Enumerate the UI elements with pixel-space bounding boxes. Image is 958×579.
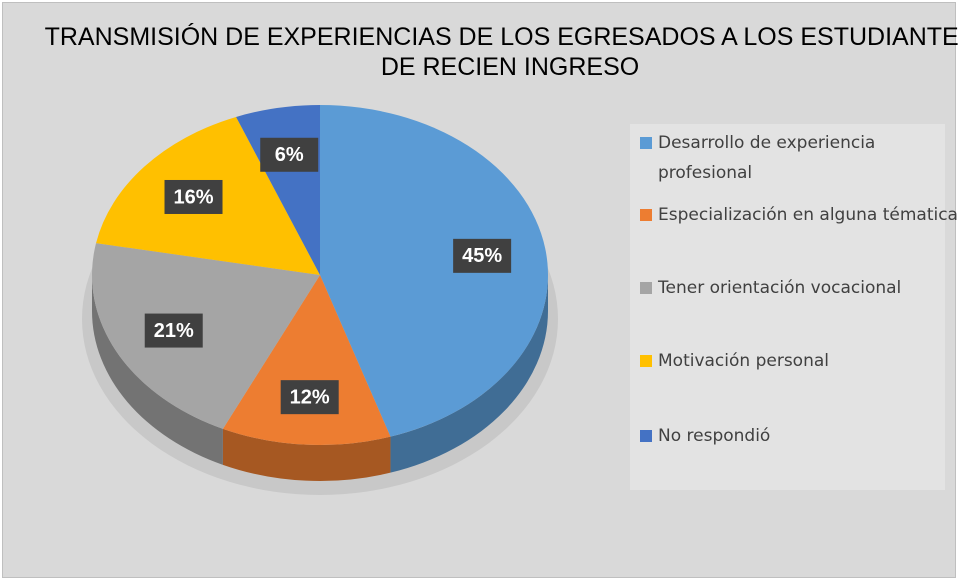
legend-label: No respondió — [658, 426, 771, 446]
legend-swatch — [640, 137, 652, 149]
slice — [222, 275, 391, 446]
data-label: 6% — [275, 144, 304, 166]
legend-swatch — [640, 282, 652, 294]
data-label-box — [453, 238, 512, 273]
data-label-box — [280, 380, 339, 415]
legend-label: Desarrollo de experiencia profesional — [658, 133, 876, 183]
data-label-box — [144, 313, 203, 348]
chart-title: TRANSMISIÓN DE EXPERIENCIAS DE LOS EGRES… — [44, 23, 958, 81]
slice — [92, 243, 320, 429]
slice-side — [390, 275, 548, 473]
slice-side — [92, 275, 223, 465]
data-label: 21% — [154, 320, 194, 342]
legend-label: Especialización en alguna tématica — [658, 205, 958, 225]
data-label: 45% — [462, 245, 502, 267]
legend-swatch — [640, 209, 652, 221]
legend-item: Tener orientación vocacional — [640, 273, 958, 303]
data-label-box — [260, 137, 319, 172]
legend-label: Motivación personal — [658, 351, 829, 371]
legend-swatch — [640, 355, 652, 367]
legend: Desarrollo de experiencia profesional Esp… — [630, 124, 958, 490]
data-label: 16% — [173, 186, 213, 208]
legend-item: Motivación personal — [640, 346, 958, 376]
data-label-box — [164, 179, 223, 214]
legend-item: No respondió — [640, 421, 958, 451]
legend-item: Especialización en alguna tématica — [640, 200, 958, 230]
legend-swatch — [640, 430, 652, 442]
legend-item: Desarrollo de experiencia profesional — [640, 128, 958, 188]
slice-side — [222, 428, 391, 481]
legend-label: Tener orientación vocacional — [658, 278, 902, 298]
data-label: 12% — [290, 386, 330, 408]
data-labels: 45% 12% 21% 16% 6% — [144, 137, 512, 415]
slice — [320, 105, 549, 437]
